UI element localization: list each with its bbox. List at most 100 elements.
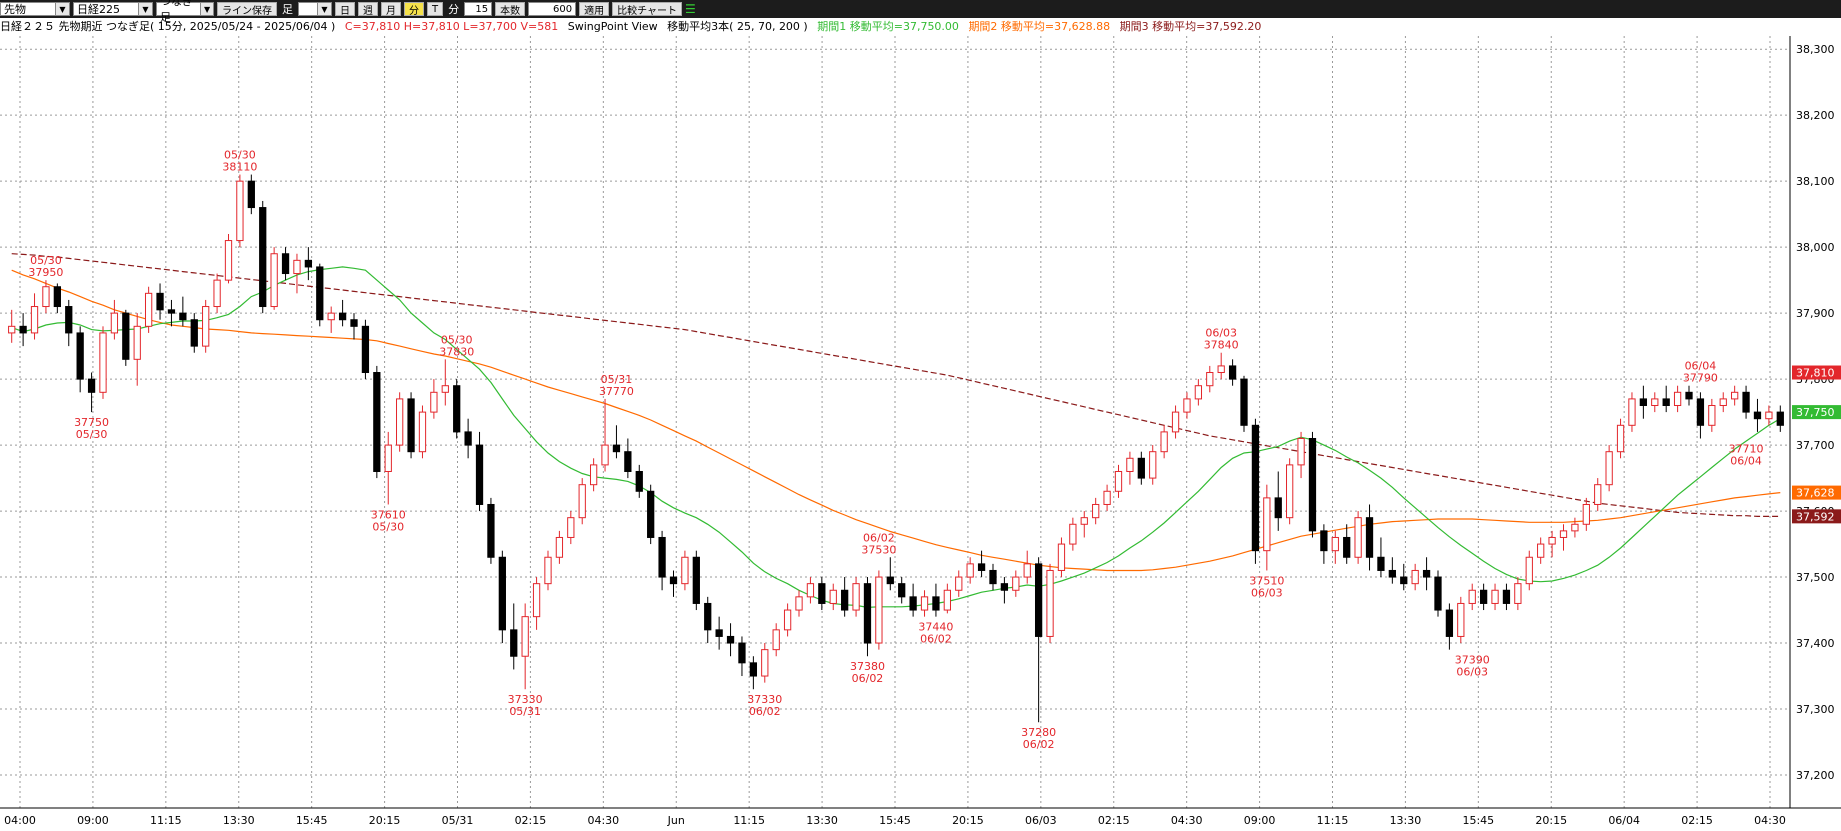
swing-label-first: 37380 xyxy=(850,660,885,673)
chevron-down-icon: ▼ xyxy=(55,3,69,15)
candle-body xyxy=(806,583,815,598)
candle-body xyxy=(1206,372,1214,387)
interval-input[interactable]: 15 xyxy=(464,2,493,16)
market-select-value: 先物 xyxy=(4,3,26,16)
candle-body xyxy=(453,385,461,433)
x-tick-label: 15:45 xyxy=(1462,814,1494,827)
y-tick-label: 37,400 xyxy=(1796,637,1835,650)
month-button[interactable]: 月 xyxy=(381,2,401,17)
period-select[interactable]: ▼ xyxy=(298,2,332,16)
candle-body xyxy=(898,583,906,598)
candle-body xyxy=(1160,431,1168,453)
candle-body xyxy=(1708,405,1716,426)
ma3-readout: 期間3 移動平均=37,592.20 xyxy=(1119,20,1262,33)
candle-body xyxy=(1400,576,1408,585)
candle-body xyxy=(156,292,164,311)
price-tag-label: 37,810 xyxy=(1796,367,1835,380)
y-tick-label: 38,000 xyxy=(1796,241,1835,254)
candle-body xyxy=(852,583,860,611)
candle-body xyxy=(601,444,609,466)
market-select[interactable]: 先物 ▼ xyxy=(0,2,70,16)
candle-body xyxy=(1434,576,1442,611)
candle-body xyxy=(532,583,541,618)
chain-select[interactable]: つなぎ足 ▼ xyxy=(156,0,214,24)
candle-body xyxy=(213,279,221,308)
index-select[interactable]: 日経225 ▼ xyxy=(73,2,153,16)
candle-body xyxy=(1263,497,1271,552)
swing-label-first: 05/30 xyxy=(441,333,473,346)
swing-label-first: 05/30 xyxy=(224,149,256,162)
candle-body xyxy=(966,563,974,578)
candle-body xyxy=(1742,391,1750,413)
candle-body xyxy=(932,596,940,611)
y-tick-label: 37,300 xyxy=(1796,703,1835,716)
swing-label-second: 06/03 xyxy=(1456,666,1488,679)
candle-body xyxy=(1605,451,1613,486)
candle-body xyxy=(1639,398,1648,407)
candle-body xyxy=(1149,451,1157,479)
candle-body xyxy=(1251,424,1260,552)
candle-body xyxy=(133,325,141,360)
index-select-value: 日経225 xyxy=(77,3,120,16)
candle-body xyxy=(977,563,986,571)
x-tick-label: 04:30 xyxy=(1171,814,1203,827)
candle-body xyxy=(1479,589,1488,604)
candle-body xyxy=(1080,517,1088,525)
minute-button[interactable]: 分 xyxy=(404,2,424,17)
tick-button[interactable]: T xyxy=(427,2,444,16)
candle-body xyxy=(783,609,792,631)
candle-body xyxy=(578,484,586,519)
swing-label-second: 05/30 xyxy=(372,520,404,533)
x-tick-label: 02:15 xyxy=(1681,814,1713,827)
candle-body xyxy=(715,629,723,637)
candle-body xyxy=(658,536,666,578)
swing-label-second: 37530 xyxy=(861,543,896,556)
candle-body xyxy=(1046,569,1054,637)
candle-body xyxy=(1696,398,1705,426)
swing-label-second: 37830 xyxy=(439,345,474,358)
candle-body xyxy=(1365,517,1374,558)
candle-body xyxy=(1092,503,1100,519)
x-tick-label: 06/04 xyxy=(1608,814,1640,827)
day-button[interactable]: 日 xyxy=(335,2,355,17)
compare-chart-button[interactable]: 比較チャート xyxy=(612,2,683,17)
x-tick-label: 20:15 xyxy=(952,814,984,827)
candle-body xyxy=(909,596,917,611)
candle-body xyxy=(259,207,267,308)
candle-body xyxy=(1753,411,1762,420)
apply-button[interactable]: 適用 xyxy=(579,2,610,17)
candle-body xyxy=(1731,391,1739,400)
chevron-down-icon: ▼ xyxy=(138,3,152,15)
candle-body xyxy=(521,616,529,657)
chart-title: 日経２２５ 先物期近 つなぎ足( 15分, 2025/05/24 - 2025/… xyxy=(0,20,336,33)
swing-label-first: 37440 xyxy=(918,621,953,634)
candle-body xyxy=(1183,398,1191,413)
y-tick-label: 37,500 xyxy=(1796,571,1835,584)
swing-label-second: 38110 xyxy=(222,161,257,174)
swing-label-second: 05/30 xyxy=(76,428,108,441)
save-line-button[interactable]: ライン保存 xyxy=(217,2,277,17)
swing-label-first: 06/03 xyxy=(1205,327,1237,340)
candle-body xyxy=(270,253,278,308)
candle-body xyxy=(1126,457,1134,472)
bars-menu-icon[interactable]: ☰ xyxy=(685,2,696,16)
bars-input[interactable]: 600 xyxy=(528,2,577,16)
candle-body xyxy=(87,378,96,393)
candle-body xyxy=(396,398,404,446)
swing-label-first: 37510 xyxy=(1249,574,1284,587)
swing-label-second: 06/02 xyxy=(852,672,884,685)
candle-body xyxy=(510,629,518,657)
week-button[interactable]: 週 xyxy=(358,2,378,17)
bars-label: 本数 xyxy=(495,2,526,17)
candle-body xyxy=(1343,536,1351,558)
ma1-readout: 期間1 移動平均=37,750.00 xyxy=(817,20,959,33)
price-tag-label: 37,750 xyxy=(1796,406,1835,419)
candle-body xyxy=(1194,385,1203,400)
candle-body xyxy=(920,596,929,611)
candle-body xyxy=(1308,437,1317,532)
swing-label-second: 37840 xyxy=(1204,339,1239,352)
candle-body xyxy=(430,391,438,413)
candle-body xyxy=(464,431,472,446)
swing-label-first: 37610 xyxy=(371,508,406,521)
